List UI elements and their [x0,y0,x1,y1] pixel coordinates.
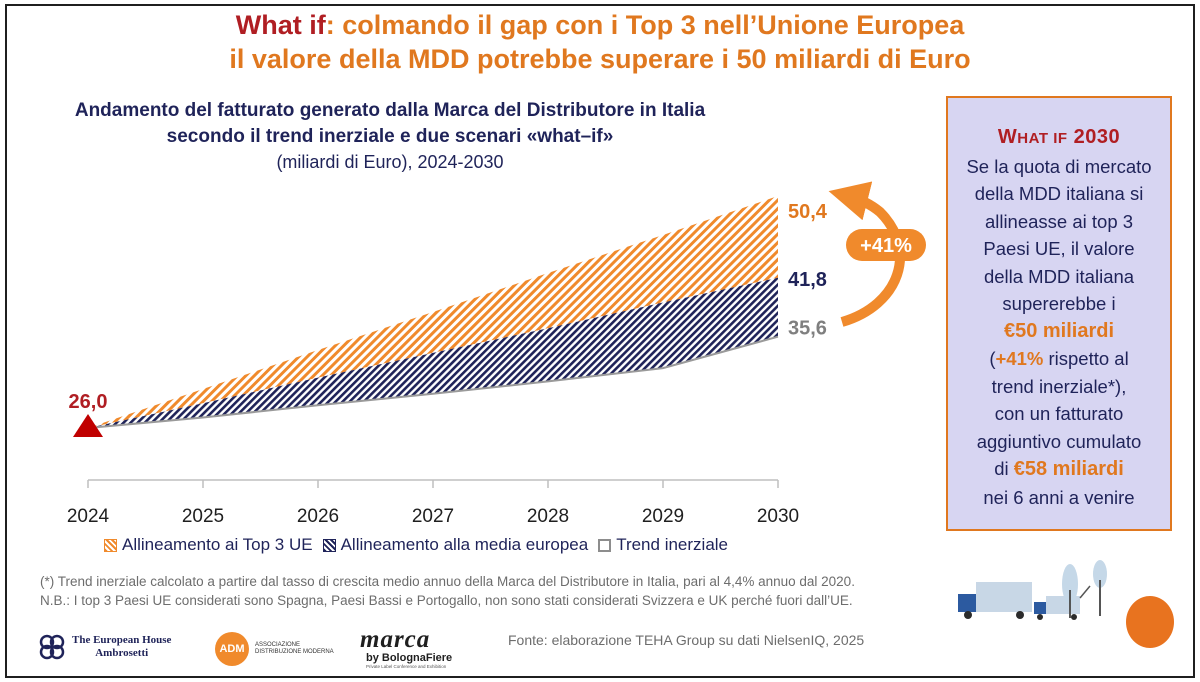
chart-subtitle: (miliardi di Euro), 2024-2030 [276,152,504,172]
sidebox-pct-rest: rispetto al [1043,348,1129,369]
slide-frame [5,4,1195,678]
x-tick-label: 2029 [642,506,684,527]
legend-swatch-orange [104,538,117,552]
paren-open: ( [989,348,996,369]
sidebox-di: di [994,458,1014,479]
legend-item-trend: Trend inerziale [598,535,728,555]
adm-line2: Distribuzione Moderna [255,649,334,655]
teha-line1: The European House [72,634,172,646]
x-tick-label: 2026 [297,506,339,527]
sidebox-line-1: Se la quota di mercato [966,155,1152,177]
adm-logo-text: Associazione Distribuzione Moderna [255,642,334,656]
sidebox-pct: +41% [995,348,1044,369]
sidebox-line-trend: trend inerziale*), [991,375,1127,397]
teha-mark-icon [38,633,66,661]
legend-swatch-navy [322,538,336,552]
sidebox-line-4: Paesi UE, il valore [983,238,1135,259]
footnote-1: (*) Trend inerziale calcolato a partire … [40,574,855,589]
sidebox-title-if: IF [1053,130,1068,147]
legend-label-trend: Trend inerziale [616,535,728,554]
sidebox-line-6: supererebbe i [1002,293,1116,314]
footnotes: (*) Trend inerziale calcolato a partire … [40,572,920,610]
sidebox-title: WHAT IF 2030 [948,124,1170,153]
sidebox-highlight-50: €50 miliardi [1003,319,1115,342]
title-line2: il valore della MDD potrebbe superare i … [229,44,971,74]
marca-tagline: Private Label Conference and Exhibition [366,664,447,669]
teha-logo-text: The European House Ambrosetti [72,634,171,660]
data-label-media: 41,8 [788,269,827,291]
annotation-pill [846,229,926,261]
sidebox-highlight-58: €58 miliardi [1013,458,1124,480]
chart-title: Andamento del fatturato generato dalla M… [60,98,720,150]
sidebox-line-d: nei 6 anni a venire [983,486,1135,508]
sidebox-line-c: di €58 miliardi [948,455,1170,484]
sidebox-line-a: con un fatturato [994,403,1124,424]
sidebox-line-3: allineasse ai top 3 [984,210,1134,232]
x-tick-label: 2028 [527,506,569,527]
legend-label-media: Allineamento alla media europea [340,535,589,554]
footnote-2: N.B.: I top 3 Paesi UE considerati sono … [40,593,853,608]
teha-logo: The European House Ambrosetti [38,633,171,661]
marca-wordmark: marca [360,626,431,653]
adm-mark-icon: ADM [215,632,249,666]
x-tick-label: 2027 [412,506,454,527]
trucks-illustration-icon [958,560,1174,648]
title-prefix: What if [235,10,326,40]
teha-line2: Ambrosetti [95,647,149,659]
chart-title-line2: secondo il trend inerziale e due scenari… [166,126,614,147]
source-text: Fonte: elaborazione TEHA Group su dati N… [508,632,865,648]
legend-item-top3: Allineamento ai Top 3 UE [104,535,313,555]
adm-line1: Associazione [255,642,301,648]
legend-item-media: Allineamento alla media europea [322,535,589,555]
sidebox-line-5: della MDD italiana [983,265,1135,287]
sidebox-pct-line: (+41% rispetto al [948,345,1170,373]
adm-logo: ADM Associazione Distribuzione Moderna [215,632,334,666]
marca-logo: marca by BolognaFiere Private Label Conf… [360,626,470,669]
sidebox-title-hat: HAT [1017,130,1054,147]
x-tick-label: 2024 [67,506,110,527]
chart-legend: Allineamento ai Top 3 UE Allineamento al… [104,535,784,555]
annotation-percent: +41% [860,235,912,257]
page-title: What if: colmando il gap con i Top 3 nel… [0,8,1200,76]
sidebox-title-w: W [997,126,1018,148]
chart-title-line1: Andamento del fatturato generato dalla M… [74,100,706,121]
series-area-top3 [88,196,778,428]
title-line1: : colmando il gap con i Top 3 nell’Union… [325,10,965,40]
data-label-trend: 35,6 [788,318,827,340]
what-if-box: WHAT IF 2030 Se la quota di mercato dell… [946,96,1172,531]
data-label-start: 26,0 [69,391,108,413]
x-tick-label: 2030 [757,506,799,527]
series-area-media [88,277,778,428]
x-tick-label: 2025 [182,506,224,527]
legend-swatch-gray [598,538,612,552]
series-line-trend [87,335,779,429]
sidebox-title-year: 2030 [1067,126,1121,148]
data-label-top3: 50,4 [788,201,828,223]
sidebox-line-b: aggiuntivo cumulato [976,430,1142,452]
legend-label-top3: Allineamento ai Top 3 UE [122,535,313,554]
sidebox-line-2: della MDD italiana si [974,183,1144,204]
marca-by: by BolognaFiere [366,652,453,664]
start-marker-icon [73,414,103,437]
